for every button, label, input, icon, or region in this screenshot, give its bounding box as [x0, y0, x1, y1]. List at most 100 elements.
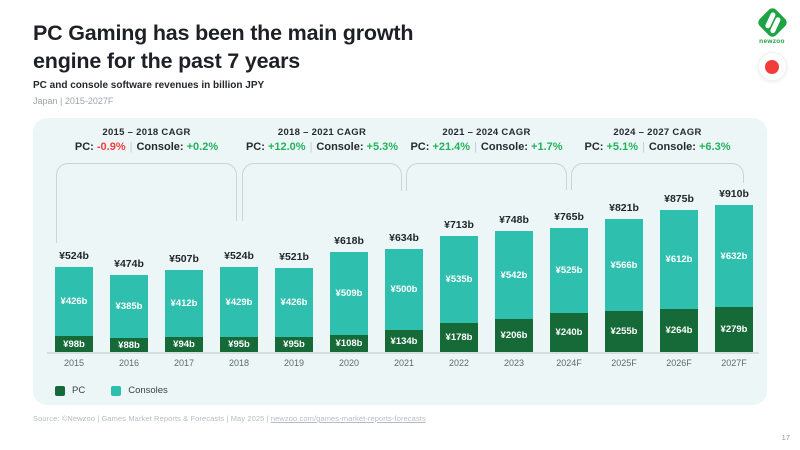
- stacked-bar: ¥535b ¥178b: [440, 236, 478, 352]
- japan-flag-icon: [757, 52, 787, 81]
- consoles-segment: ¥385b: [110, 275, 148, 338]
- stacked-bar: ¥426b ¥95b: [275, 268, 313, 352]
- cagr-group: 2024 – 2027 CAGR PC: +5.1% | Console: +6.3%: [585, 127, 731, 153]
- cagr-pc-label: PC:: [245, 141, 268, 153]
- bracket-right-leg: [552, 163, 567, 190]
- cagr-console-value: +6.3%: [698, 141, 731, 153]
- cagr-separator: |: [642, 141, 645, 153]
- bar-column: ¥474b ¥385b ¥88b: [110, 118, 148, 352]
- cagr-console-label: Console:: [480, 141, 532, 153]
- x-axis-tick-label: 2021: [393, 358, 415, 368]
- page-title-line1: PC Gaming has been the main growth: [33, 21, 414, 45]
- cagr-console-label: Console:: [648, 141, 699, 153]
- cagr-pc-value: +5.1%: [606, 141, 639, 153]
- pc-segment: ¥240b: [550, 313, 588, 352]
- consoles-segment: ¥509b: [330, 252, 368, 335]
- bracket-right-leg: [222, 163, 237, 221]
- pc-value-label: ¥279b: [720, 324, 748, 335]
- cagr-values: PC: +5.1% | Console: +6.3%: [585, 141, 731, 153]
- consoles-segment: ¥566b: [605, 219, 643, 311]
- bar-total-label: ¥634b: [389, 232, 419, 244]
- bar-column: ¥821b ¥566b ¥255b: [605, 118, 643, 352]
- stacked-bar: ¥632b ¥279b: [715, 205, 753, 352]
- page-title-line2: engine for the past 7 years: [33, 48, 301, 73]
- bar-total-label: ¥521b: [279, 251, 309, 263]
- consoles-value-label: ¥632b: [720, 250, 748, 262]
- x-axis-tick-label: 2025F: [611, 358, 637, 368]
- consoles-segment: ¥535b: [440, 236, 478, 323]
- pc-segment: ¥206b: [495, 319, 533, 352]
- legend: PC Consoles: [55, 385, 168, 396]
- consoles-value-label: ¥412b: [170, 298, 198, 309]
- bar-total-label: ¥618b: [334, 235, 364, 247]
- pc-segment: ¥264b: [660, 309, 698, 352]
- consoles-segment: ¥525b: [550, 228, 588, 313]
- cagr-console-value: +1.7%: [531, 141, 563, 153]
- legend-item: PC: [55, 385, 85, 396]
- bar-total-label: ¥474b: [114, 258, 144, 270]
- x-axis-tick-label: 2018: [228, 358, 250, 368]
- bar-column: ¥618b ¥509b ¥108b: [330, 118, 368, 352]
- pc-value-label: ¥134b: [390, 335, 418, 347]
- pc-segment: ¥95b: [275, 337, 313, 352]
- x-axis-tick-label: 2024F: [556, 358, 582, 368]
- consoles-segment: ¥500b: [385, 249, 423, 330]
- bar-column: ¥507b ¥412b ¥94b: [165, 118, 203, 352]
- stacked-bar: ¥412b ¥94b: [165, 270, 203, 352]
- x-axis-tick-label: 2017: [173, 358, 195, 368]
- pc-segment: ¥108b: [330, 335, 368, 352]
- pc-value-label: ¥108b: [335, 338, 363, 349]
- pc-segment: ¥255b: [605, 311, 643, 352]
- cagr-separator: |: [129, 141, 133, 153]
- cagr-console-label: Console:: [136, 141, 187, 153]
- consoles-value-label: ¥385b: [115, 301, 143, 312]
- japan-flag-dot: [765, 59, 779, 74]
- consoles-value-label: ¥429b: [225, 296, 253, 308]
- x-axis-tick-label: 2023: [503, 358, 525, 368]
- x-axis-tick-label: 2027F: [721, 358, 747, 368]
- cagr-console-value: +5.3%: [366, 141, 399, 153]
- cagr-values: PC: +12.0% | Console: +5.3%: [246, 141, 398, 153]
- stacked-bar: ¥525b ¥240b: [550, 228, 588, 352]
- pc-segment: ¥88b: [110, 338, 148, 352]
- bracket-top: [69, 163, 224, 164]
- stacked-bar: ¥426b ¥98b: [55, 267, 93, 352]
- bar-column: ¥524b ¥429b ¥95b: [220, 118, 258, 352]
- legend-item: Consoles: [111, 385, 168, 396]
- bracket-left-leg: [56, 163, 71, 243]
- page-title: PC Gaming has been the main growth engine…: [33, 20, 413, 76]
- cagr-pc-label: PC:: [410, 141, 433, 153]
- bar-column: ¥875b ¥612b ¥264b: [660, 118, 698, 352]
- cagr-pc-label: PC:: [74, 141, 97, 153]
- source-link[interactable]: newzoo.com/games-market-reports-forecast…: [270, 414, 426, 423]
- pc-value-label: ¥264b: [665, 325, 693, 336]
- consoles-segment: ¥426b: [55, 267, 93, 336]
- pc-segment: ¥98b: [55, 336, 93, 352]
- pc-value-label: ¥94b: [173, 339, 195, 350]
- bracket-left-leg: [242, 163, 257, 221]
- stacked-bar: ¥500b ¥134b: [385, 249, 423, 352]
- pc-segment: ¥134b: [385, 330, 423, 352]
- pc-value-label: ¥98b: [63, 338, 85, 350]
- bar-total-label: ¥713b: [444, 219, 474, 231]
- consoles-value-label: ¥535b: [445, 274, 473, 285]
- bracket-right-leg: [387, 163, 402, 191]
- consoles-segment: ¥632b: [715, 205, 753, 307]
- consoles-value-label: ¥426b: [60, 296, 88, 307]
- cagr-console-value: +0.2%: [186, 141, 219, 153]
- newzoo-logo: newzoo: [754, 6, 790, 81]
- bar-column: ¥748b ¥542b ¥206b: [495, 118, 533, 352]
- pc-value-label: ¥95b: [228, 339, 250, 350]
- consoles-value-label: ¥612b: [665, 254, 693, 265]
- cagr-group: 2021 – 2024 CAGR PC: +21.4% | Console: +1.7…: [410, 127, 562, 153]
- pc-segment: ¥279b: [715, 307, 753, 352]
- bar-total-label: ¥524b: [59, 250, 89, 262]
- page-number: 17: [781, 433, 790, 442]
- x-axis-tick-label: 2022: [448, 358, 470, 368]
- cagr-range-label: 2024 – 2027 CAGR: [613, 127, 702, 138]
- bar-column: ¥910b ¥632b ¥279b: [715, 118, 753, 352]
- bracket-top: [419, 163, 554, 164]
- bar-column: ¥521b ¥426b ¥95b: [275, 118, 313, 352]
- consoles-value-label: ¥426b: [280, 297, 308, 308]
- pc-value-label: ¥206b: [500, 330, 528, 341]
